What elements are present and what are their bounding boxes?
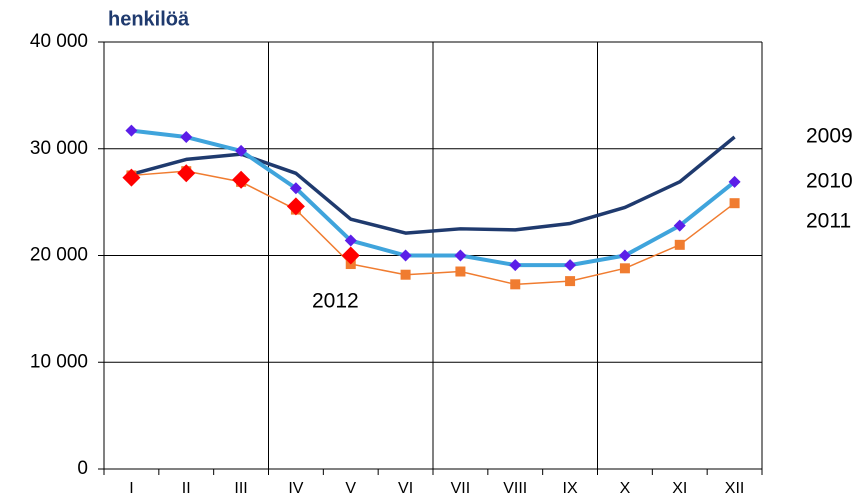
point [618, 249, 631, 262]
x-tick-label: II [182, 480, 191, 497]
point [455, 266, 466, 277]
series-label: 2011 [806, 210, 851, 233]
x-tick-label: XI [672, 480, 687, 497]
point [400, 269, 411, 280]
x-tick-label: VII [451, 480, 471, 497]
point [341, 246, 360, 265]
y-tick-label: 10 000 [30, 351, 88, 372]
x-tick-label: IV [288, 480, 303, 497]
series-line [130, 135, 736, 235]
point [235, 144, 248, 157]
point [510, 279, 521, 290]
point [232, 170, 251, 189]
x-tick-label: I [129, 480, 133, 497]
point [509, 259, 522, 272]
point [180, 131, 193, 144]
point [454, 249, 467, 262]
point [564, 259, 577, 272]
x-tick-label: XII [725, 480, 745, 497]
point [286, 197, 305, 216]
y-tick-label: 20 000 [30, 245, 88, 266]
x-tick-label: VIII [503, 480, 527, 497]
point [177, 164, 196, 183]
series-label: 2009 [806, 125, 853, 148]
point [122, 168, 141, 187]
point [619, 263, 630, 274]
y-tick-label: 0 [77, 458, 88, 479]
point [674, 239, 685, 250]
x-tick-label: III [234, 480, 247, 497]
y-tick-label: 40 000 [30, 31, 88, 52]
series-line [131, 128, 736, 268]
series-label: 2012 [312, 290, 359, 313]
x-tick-label: VI [398, 480, 413, 497]
y-tick-label: 30 000 [30, 138, 88, 159]
series-line [131, 170, 736, 286]
y-axis-title: henkilöä [108, 8, 190, 30]
x-tick-label: V [345, 480, 356, 497]
point [728, 175, 741, 188]
point [565, 276, 576, 287]
x-tick-label: X [620, 480, 631, 497]
point [289, 182, 302, 195]
point [125, 124, 138, 137]
series-label: 2010 [806, 170, 853, 193]
x-tick-label: IX [563, 480, 578, 497]
point [673, 219, 686, 232]
point [729, 198, 740, 209]
point [399, 249, 412, 262]
point [344, 234, 357, 247]
